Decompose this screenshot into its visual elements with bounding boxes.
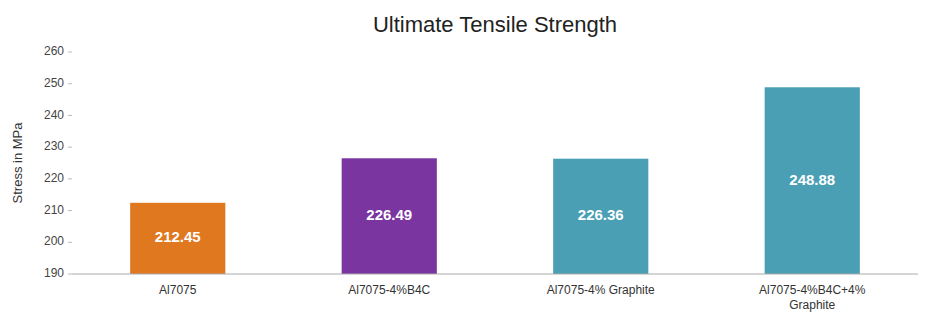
x-axis: Al7075 Al7075-4%B4C Al7075-4% Graphite Al70… — [159, 283, 866, 312]
y-axis-label: Stress in MPa — [10, 122, 25, 204]
x-tick-label: Al7075-4%B4C+4%Graphite — [759, 283, 866, 312]
y-tick — [68, 242, 72, 243]
x-tick-label-line: Graphite — [789, 298, 835, 312]
title: Ultimate Tensile Strength — [373, 12, 617, 37]
y-axis: 190 200 210 220 230 240 250 260 — [44, 44, 72, 280]
y-tick — [68, 147, 72, 148]
x-axis-line — [72, 274, 918, 275]
data-labels: 212.45 226.49 226.36 248.88 — [155, 171, 835, 246]
y-tick-label: 230 — [44, 139, 64, 153]
x-tick-label-line: Al7075 — [159, 283, 197, 297]
y-tick — [68, 274, 72, 275]
y-tick — [68, 178, 72, 179]
background — [0, 0, 940, 336]
data-label: 212.45 — [155, 228, 201, 245]
y-tick — [68, 83, 72, 84]
x-tick-label-line: Al7075-4% Graphite — [547, 283, 655, 297]
chart-svg: Ultimate Tensile Strength Stress in MPa 19… — [0, 0, 940, 336]
y-tick-label: 220 — [44, 171, 64, 185]
bar — [342, 158, 437, 274]
y-tick-label: 240 — [44, 108, 64, 122]
bar — [130, 203, 225, 274]
bars — [130, 87, 860, 274]
data-label: 226.36 — [578, 206, 624, 223]
x-tick-label-line: Al7075-4%B4C+4% — [759, 283, 866, 297]
y-tick-label: 210 — [44, 203, 64, 217]
data-label: 248.88 — [789, 171, 835, 188]
y-tick-label: 190 — [44, 266, 64, 280]
y-tick — [68, 52, 72, 53]
y-tick-label: 200 — [44, 234, 64, 248]
y-tick — [68, 115, 72, 116]
bar — [553, 159, 648, 274]
x-tick-label-line: Al7075-4%B4C — [348, 283, 430, 297]
x-tick-label: Al7075-4%B4C — [348, 283, 430, 297]
y-tick — [68, 210, 72, 211]
chart-container: Ultimate Tensile Strength Stress in MPa 19… — [0, 0, 940, 336]
data-label: 226.49 — [366, 206, 412, 223]
y-tick-label: 250 — [44, 76, 64, 90]
x-tick-label: Al7075-4% Graphite — [547, 283, 655, 297]
bar — [765, 87, 860, 274]
x-tick-label: Al7075 — [159, 283, 197, 297]
y-tick-label: 260 — [44, 44, 64, 58]
